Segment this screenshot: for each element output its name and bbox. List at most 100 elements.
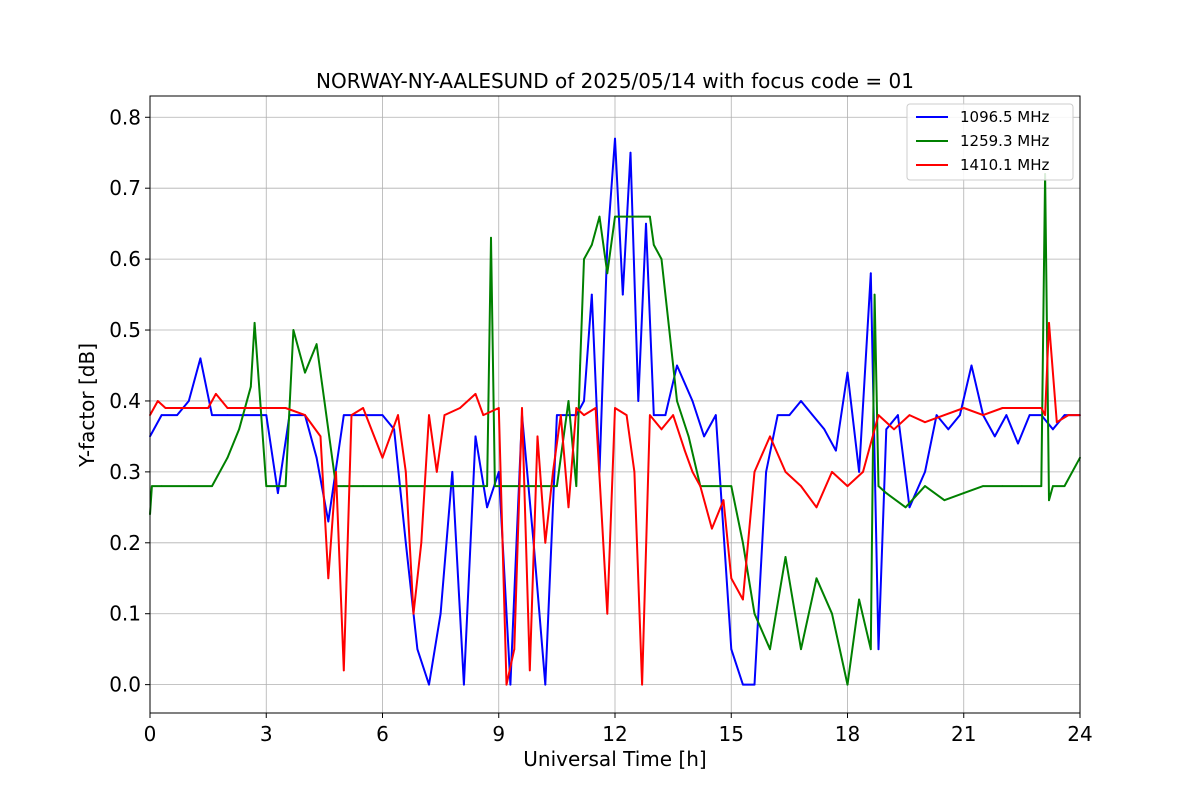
series-1-point: [590, 293, 593, 296]
x-tick-label: 0: [144, 722, 157, 746]
series-3-point: [943, 414, 946, 416]
series-2-point: [800, 648, 802, 651]
series-3-point: [672, 414, 674, 416]
series-1-point: [846, 371, 849, 374]
series-3-point: [877, 414, 880, 416]
series-1-point: [1063, 414, 1066, 416]
series-3-point: [722, 499, 725, 502]
series-1-point: [897, 414, 899, 416]
series-1-point: [277, 492, 279, 494]
series-3-point: [172, 407, 175, 409]
series-2-point: [486, 485, 488, 487]
series-1-point: [811, 414, 814, 416]
series-2-point: [497, 485, 500, 487]
series-1-point: [416, 648, 419, 651]
series-3-point: [528, 669, 531, 672]
series-1-point: [1005, 414, 1008, 416]
series-1-point: [226, 414, 229, 416]
series-2-point: [536, 485, 539, 487]
legend-label-3: 1410.1 MHz: [960, 156, 1049, 174]
series-3-point: [412, 612, 415, 615]
series-1-point: [924, 471, 926, 473]
series-3-point: [215, 393, 217, 395]
series-3-point: [1040, 407, 1043, 409]
series-2-point: [687, 435, 690, 438]
series-1-point: [583, 400, 585, 402]
series-2-point: [730, 485, 733, 487]
series-1-point: [381, 414, 384, 416]
series-3-point: [691, 471, 694, 473]
series-2-point: [660, 258, 663, 260]
series-1-point: [730, 648, 733, 651]
series-2-point: [784, 556, 787, 558]
series-1-point: [947, 428, 950, 431]
series-1-point: [509, 683, 512, 686]
series-1-point: [993, 435, 996, 438]
series-1-point: [211, 414, 213, 416]
y-tick-label: 0.5: [109, 318, 141, 342]
series-1-point: [823, 428, 826, 431]
series-1-point: [714, 414, 717, 416]
series-2-point: [160, 485, 163, 487]
series-1-point: [637, 400, 640, 402]
series-3-point: [908, 414, 911, 416]
series-1-point: [664, 414, 667, 416]
y-tick-label: 0.1: [109, 602, 141, 626]
series-1-point: [1052, 428, 1054, 431]
series-2-point: [885, 492, 888, 494]
series-3-point: [893, 428, 895, 431]
series-2-point: [711, 485, 713, 487]
series-3-point: [187, 407, 190, 409]
series-1-point: [315, 456, 318, 459]
series-1-point: [451, 471, 454, 473]
series-3-point: [753, 471, 756, 473]
series-3-point: [633, 471, 636, 473]
series-1-point: [1028, 414, 1031, 416]
series-3-point: [1048, 322, 1050, 324]
series-1-point: [544, 683, 547, 686]
series-1-point: [428, 683, 430, 686]
series-1-point: [497, 471, 500, 473]
series-2-point: [722, 485, 725, 487]
series-3-point: [699, 485, 702, 487]
series-3-point: [319, 435, 322, 438]
series-2-point: [637, 215, 640, 218]
series-1-point: [556, 414, 558, 416]
series-1-point: [742, 683, 744, 686]
series-2-point: [943, 499, 946, 502]
y-tick-label: 0.7: [109, 176, 141, 200]
series-3-point: [815, 506, 818, 509]
series-3-point: [625, 414, 628, 416]
legend-frame: [906, 103, 1074, 181]
series-1-point: [885, 428, 888, 431]
series-1-point: [463, 683, 465, 686]
series-3-point: [962, 407, 965, 409]
series-2-point: [151, 485, 153, 487]
series-2-point: [284, 485, 287, 487]
x-tick-label: 24: [1067, 722, 1092, 746]
series-3-point: [164, 407, 167, 409]
series-3-point: [342, 669, 345, 672]
series-1-point: [691, 400, 694, 402]
series-2-point: [1021, 485, 1023, 487]
series-1-point: [869, 272, 872, 275]
series-1-point: [676, 364, 678, 367]
series-1-point: [753, 683, 756, 686]
series-2-point: [606, 272, 609, 275]
series-2-point: [590, 244, 593, 246]
x-tick-label: 18: [835, 722, 860, 746]
series-3-point: [246, 407, 248, 409]
series-1-point: [404, 541, 407, 544]
series-1-point: [703, 435, 705, 438]
series-2-point: [249, 385, 252, 388]
series-1-point: [327, 520, 330, 523]
series-3-point: [742, 598, 744, 601]
series-2-point: [831, 612, 833, 615]
series-3-point: [800, 485, 802, 487]
series-3-point: [497, 407, 500, 409]
series-3-point: [683, 449, 686, 452]
y-tick-label: 0.4: [109, 389, 141, 413]
series-3-point: [660, 428, 663, 431]
legend-entry-3: 1410.1 MHz: [916, 156, 1049, 174]
series-3-point: [544, 541, 547, 544]
